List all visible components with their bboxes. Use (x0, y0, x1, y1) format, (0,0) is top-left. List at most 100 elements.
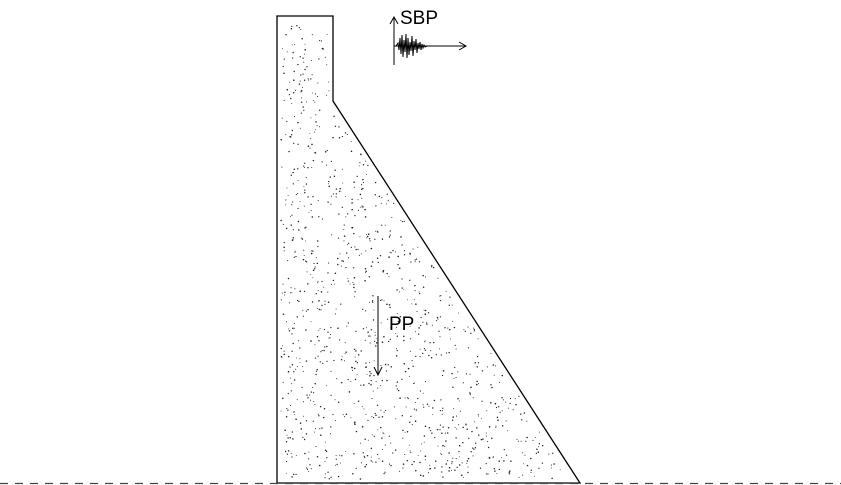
concrete-stipple-dot (368, 276, 371, 278)
concrete-stipple-dot (343, 240, 345, 242)
concrete-stipple-dot (314, 266, 316, 268)
concrete-stipple-dot (526, 436, 528, 439)
concrete-stipple-dot (409, 375, 411, 377)
concrete-stipple-dot (283, 313, 285, 315)
concrete-stipple-dot (282, 381, 284, 383)
concrete-stipple-dot (295, 357, 297, 359)
concrete-stipple-dot (335, 188, 338, 190)
concrete-stipple-dot (330, 370, 332, 372)
concrete-stipple-dot (319, 428, 321, 430)
concrete-stipple-dot (380, 426, 382, 429)
concrete-stipple-dot (374, 412, 376, 415)
concrete-stipple-dot (424, 313, 427, 316)
concrete-stipple-dot (338, 126, 340, 128)
concrete-stipple-dot (496, 473, 498, 475)
concrete-stipple-dot (283, 353, 285, 356)
concrete-stipple-dot (285, 321, 288, 323)
concrete-stipple-dot (329, 176, 331, 178)
self-weight-label: PP (389, 314, 414, 335)
concrete-stipple-dot (422, 404, 424, 406)
concrete-stipple-dot (472, 448, 475, 450)
concrete-stipple-dot (372, 390, 374, 392)
concrete-stipple-dot (425, 322, 428, 324)
concrete-stipple-dot (293, 370, 295, 373)
concrete-stipple-dot (334, 125, 337, 128)
concrete-stipple-dot (335, 196, 337, 198)
concrete-stipple-dot (381, 379, 383, 382)
concrete-stipple-dot (301, 238, 304, 240)
concrete-stipple-dot (316, 368, 318, 371)
concrete-stipple-dot (451, 372, 453, 375)
concrete-stipple-dot (523, 412, 526, 414)
concrete-stipple-dot (290, 27, 293, 30)
concrete-stipple-dot (356, 374, 358, 375)
concrete-stipple-dot (386, 318, 389, 320)
concrete-stipple-dot (364, 216, 367, 218)
concrete-stipple-dot (395, 348, 398, 350)
concrete-stipple-dot (286, 120, 288, 123)
concrete-stipple-dot (314, 268, 316, 270)
concrete-stipple-dot (368, 382, 370, 385)
concrete-stipple-dot (323, 286, 325, 288)
concrete-stipple-dot (410, 261, 412, 263)
concrete-stipple-dot (394, 251, 397, 253)
concrete-stipple-dot (290, 174, 292, 176)
concrete-stipple-dot (355, 330, 357, 332)
concrete-stipple-dot (404, 453, 406, 456)
concrete-stipple-dot (396, 313, 398, 314)
concrete-stipple-dot (505, 420, 507, 422)
concrete-stipple-dot (302, 315, 304, 317)
concrete-stipple-dot (404, 370, 407, 373)
concrete-stipple-dot (472, 447, 473, 449)
concrete-stipple-dot (305, 360, 308, 362)
concrete-stipple-dot (309, 399, 312, 401)
concrete-stipple-dot (328, 262, 330, 264)
concrete-stipple-dot (431, 432, 433, 434)
concrete-stipple-dot (370, 460, 372, 462)
concrete-stipple-dot (320, 351, 322, 353)
concrete-stipple-dot (444, 445, 446, 447)
concrete-stipple-dot (457, 371, 459, 373)
concrete-stipple-dot (398, 267, 401, 269)
concrete-stipple-dot (317, 413, 319, 415)
concrete-stipple-dot (322, 416, 325, 419)
concrete-stipple-dot (311, 166, 313, 168)
concrete-stipple-dot (446, 432, 449, 434)
concrete-stipple-dot (335, 193, 337, 195)
concrete-stipple-dot (410, 415, 412, 418)
concrete-stipple-dot (470, 386, 472, 389)
concrete-stipple-dot (316, 307, 318, 310)
concrete-stipple-dot (330, 326, 332, 329)
concrete-stipple-dot (458, 400, 460, 402)
concrete-stipple-dot (351, 369, 354, 371)
concrete-stipple-dot (360, 253, 362, 255)
concrete-stipple-dot (444, 327, 446, 329)
concrete-stipple-dot (442, 407, 444, 409)
concrete-stipple-dot (370, 456, 372, 458)
concrete-stipple-dot (389, 234, 391, 236)
concrete-stipple-dot (374, 238, 376, 240)
concrete-stipple-dot (306, 467, 308, 469)
concrete-stipple-dot (414, 420, 417, 422)
concrete-stipple-dot (488, 456, 491, 459)
concrete-stipple-dot (347, 322, 349, 324)
concrete-stipple-dot (447, 460, 449, 462)
concrete-stipple-dot (379, 299, 382, 302)
concrete-stipple-dot (291, 476, 293, 478)
concrete-stipple-dot (389, 230, 391, 232)
concrete-stipple-dot (309, 147, 311, 149)
concrete-stipple-dot (461, 474, 463, 477)
concrete-stipple-dot (352, 281, 354, 283)
concrete-stipple-dot (415, 469, 417, 472)
concrete-stipple-dot (302, 73, 304, 75)
concrete-stipple-dot (509, 402, 511, 405)
concrete-stipple-dot (316, 262, 319, 265)
concrete-stipple-dot (452, 457, 454, 459)
concrete-stipple-dot (314, 129, 316, 131)
concrete-stipple-dot (458, 444, 461, 447)
concrete-stipple-dot (298, 340, 300, 342)
concrete-stipple-dot (364, 271, 367, 273)
concrete-stipple-dot (396, 388, 398, 390)
concrete-stipple-dot (351, 226, 354, 229)
